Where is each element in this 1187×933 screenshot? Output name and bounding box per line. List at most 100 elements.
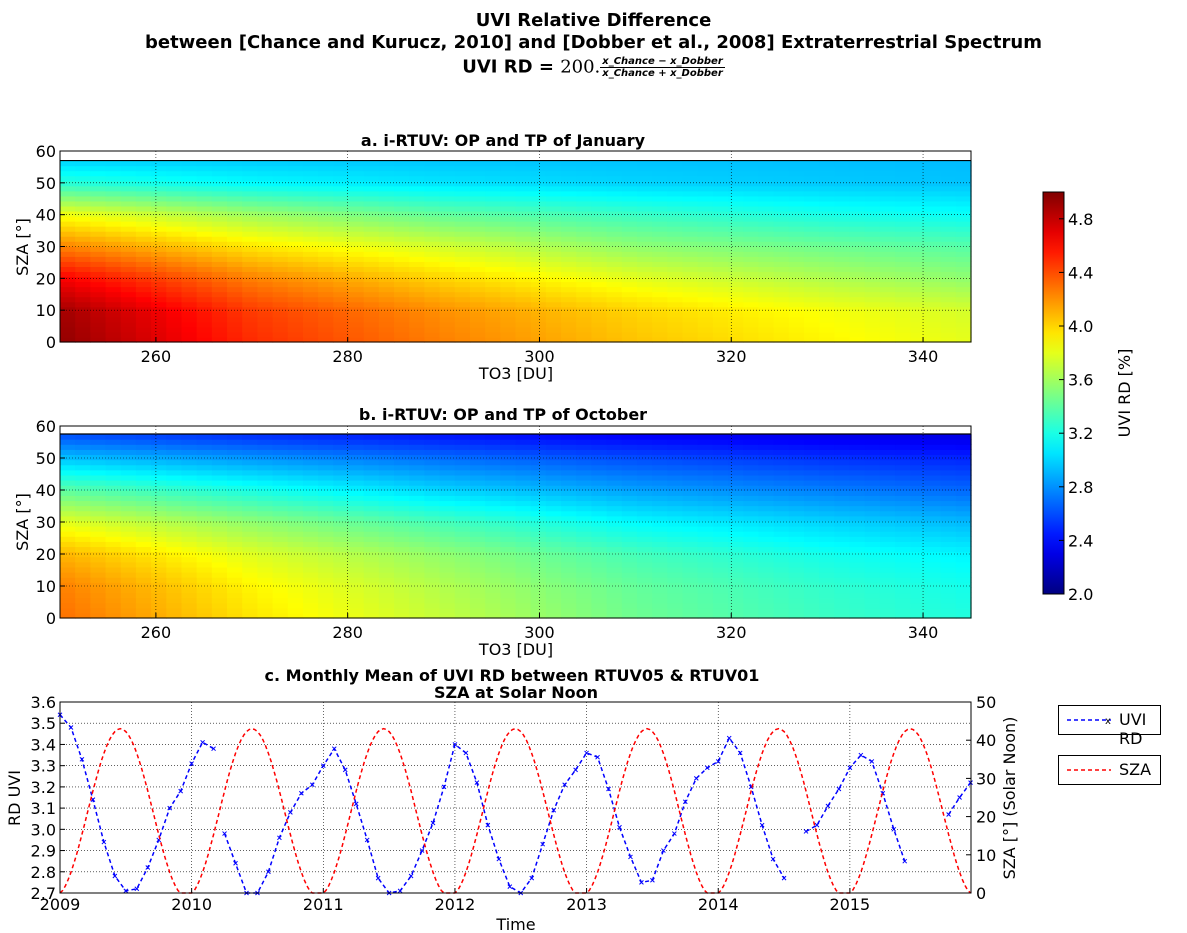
heatmap-cell <box>394 316 410 323</box>
heatmap-cell <box>302 474 319 481</box>
heatmap-cell <box>758 331 775 338</box>
heatmap-cell <box>864 221 881 227</box>
heatmap-cell <box>925 536 942 542</box>
heatmap-cell <box>864 526 881 532</box>
heatmap-cell <box>227 490 243 496</box>
heatmap-cell <box>75 464 91 471</box>
heatmap-cell <box>819 485 835 491</box>
heatmap-cell <box>955 236 972 242</box>
heatmap-cell <box>819 526 835 532</box>
heatmap-cell <box>712 210 729 217</box>
heatmap-cell <box>910 566 927 573</box>
heatmap-cell <box>348 566 365 573</box>
heatmap-cell <box>849 597 866 604</box>
colorbar-ticks: 2.02.42.83.23.64.04.44.8 <box>1059 210 1093 604</box>
heatmap-cell <box>864 587 881 594</box>
heatmap-cell <box>75 190 91 197</box>
heatmap-cell <box>879 577 896 583</box>
heatmap-cell <box>272 459 289 466</box>
heatmap-cell <box>196 215 213 222</box>
heatmap-cell <box>105 577 122 583</box>
heatmap-cell <box>90 495 107 502</box>
heatmap-cell <box>135 246 152 252</box>
heatmap-cell <box>803 256 820 262</box>
heatmap-cell <box>105 459 122 466</box>
heatmap-cell <box>591 556 608 563</box>
heatmap-cell <box>333 505 350 512</box>
heatmap-cell <box>940 215 957 222</box>
heatmap-cell <box>667 205 684 212</box>
heatmap-cell <box>728 321 744 328</box>
heatmap-cell <box>652 291 668 298</box>
heatmap-cell <box>318 602 334 609</box>
heatmap-cell <box>151 236 167 242</box>
heatmap-cell <box>424 336 441 343</box>
heatmap-cell <box>788 480 805 486</box>
heatmap-cell <box>409 190 425 197</box>
heatmap-cell <box>120 276 137 283</box>
heatmap-cell <box>211 520 228 527</box>
heatmap-cell <box>120 510 137 517</box>
heatmap-cell <box>788 190 805 197</box>
heatmap-cell <box>591 241 608 247</box>
heatmap-cell <box>181 321 198 328</box>
heatmap-cell <box>682 469 699 476</box>
heatmap-cell <box>895 266 911 273</box>
heatmap-cell <box>667 582 684 588</box>
heatmap-cell <box>485 301 501 308</box>
heatmap-cell <box>333 439 350 445</box>
heatmap-cell <box>728 231 744 237</box>
heatmap-cell <box>652 602 668 609</box>
heatmap-cell <box>135 520 152 527</box>
heatmap-cell <box>60 190 76 197</box>
heatmap-cell <box>515 296 532 303</box>
heatmap-cell <box>545 165 562 172</box>
heatmap-cell <box>788 439 805 445</box>
heatmap-cell <box>333 246 350 252</box>
heatmap-cell <box>424 485 441 491</box>
heatmap-cell <box>454 190 471 197</box>
heatmap-cell <box>242 276 258 283</box>
heatmap-cell <box>60 485 76 491</box>
heatmap-cell <box>272 607 289 614</box>
heatmap-cell <box>75 256 91 262</box>
heatmap-cell <box>378 226 395 232</box>
heatmap-cell <box>454 215 471 222</box>
heatmap-cell <box>621 200 638 207</box>
heatmap-cell <box>925 190 942 197</box>
heatmap-cell <box>864 485 881 491</box>
heatmap-cell <box>257 572 274 578</box>
heatmap-cell <box>485 495 501 502</box>
heatmap-cell <box>819 459 835 466</box>
heatmap-cell <box>272 566 289 573</box>
heatmap-cell <box>758 500 775 507</box>
heatmap-cell <box>105 536 122 542</box>
heatmap-cell <box>272 602 289 609</box>
heatmap-cell <box>606 612 623 619</box>
heatmap-cell <box>454 505 471 512</box>
heatmap-cell <box>819 531 835 537</box>
heatmap-cell <box>120 582 137 588</box>
heatmap-cell <box>879 480 896 486</box>
heatmap-cell <box>485 226 501 232</box>
heatmap-cell <box>439 236 456 242</box>
heatmap-cell <box>591 602 608 609</box>
heatmap-cell <box>515 607 532 614</box>
heatmap-cell <box>424 276 441 283</box>
colorbar-tick-label: 2.8 <box>1068 478 1093 497</box>
heatmap-cell <box>166 531 183 537</box>
heatmap-cell <box>287 439 304 445</box>
heatmap-cell <box>834 531 851 537</box>
heatmap-cell <box>591 464 608 471</box>
heatmap-cell <box>561 515 577 522</box>
heatmap-cell <box>849 572 866 578</box>
heatmap-cell <box>166 556 183 563</box>
heatmap-cell <box>758 236 775 242</box>
heatmap-cell <box>75 281 91 288</box>
heatmap-cell <box>333 306 350 313</box>
heatmap-cell <box>530 236 547 242</box>
heatmap-cell <box>181 261 198 267</box>
panel-b-heatmap <box>60 433 972 619</box>
heatmap-cell <box>333 556 350 563</box>
heatmap-cell <box>469 551 486 558</box>
